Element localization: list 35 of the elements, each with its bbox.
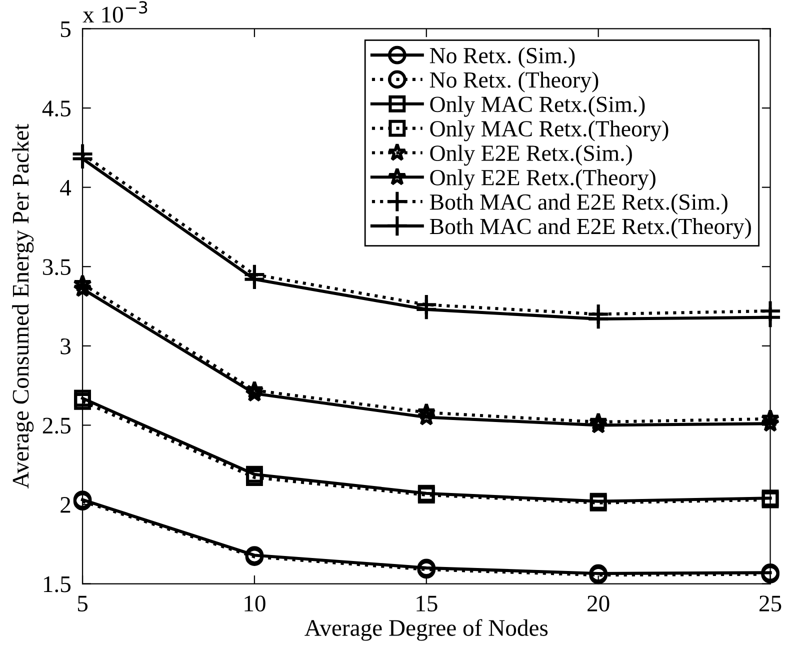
point bbox=[246, 469, 263, 486]
y-axis-title: Average Consumed Energy Per Packet bbox=[12, 124, 34, 489]
point bbox=[759, 306, 782, 329]
legend-label: Only MAC Retx.(Sim.) bbox=[430, 96, 645, 117]
y-tick-label: 1.5 bbox=[44, 576, 70, 592]
point bbox=[73, 274, 92, 292]
y-tick-label: 3 bbox=[60, 338, 70, 354]
point bbox=[246, 466, 263, 483]
y-tick-label: 5 bbox=[60, 21, 70, 38]
x-tick-label: 15 bbox=[416, 596, 438, 612]
y-tick-label: 2 bbox=[60, 497, 70, 513]
point bbox=[74, 392, 92, 410]
point bbox=[74, 390, 92, 407]
text: x 10$^{−3}$ bbox=[82, 1, 148, 23]
x-axis-title: Average Degree of Nodes bbox=[304, 619, 548, 641]
legend-label: Both MAC and E2E Retx.(Sim.) bbox=[430, 194, 728, 214]
legend-label: Only E2E Retx.(Theory) bbox=[430, 169, 656, 190]
point bbox=[588, 412, 608, 430]
point bbox=[760, 408, 780, 428]
legend-label: Only MAC Retx.(Theory) bbox=[430, 120, 668, 142]
y-tick-label: 4.5 bbox=[42, 100, 70, 117]
legend-label: No Retx. (Sim.) bbox=[430, 47, 575, 68]
legend-label: No Retx. (Theory) bbox=[430, 72, 598, 92]
legend-label: Only E2E Retx.(Sim.) bbox=[430, 144, 632, 166]
x-tick-label: 20 bbox=[588, 596, 610, 612]
point bbox=[245, 380, 264, 399]
legend-label: Both MAC and E2E Retx.(Theory) bbox=[430, 218, 751, 239]
x-tick-label: 10 bbox=[244, 596, 266, 612]
x-tick-label: 5 bbox=[78, 596, 88, 612]
y-tick-label: 2.5 bbox=[42, 418, 70, 434]
y-tick-label: 3.5 bbox=[43, 259, 70, 276]
point bbox=[416, 407, 436, 426]
x-tick-label: 25 bbox=[760, 596, 782, 612]
point bbox=[416, 402, 436, 421]
y-tick-label: 4 bbox=[60, 180, 72, 196]
